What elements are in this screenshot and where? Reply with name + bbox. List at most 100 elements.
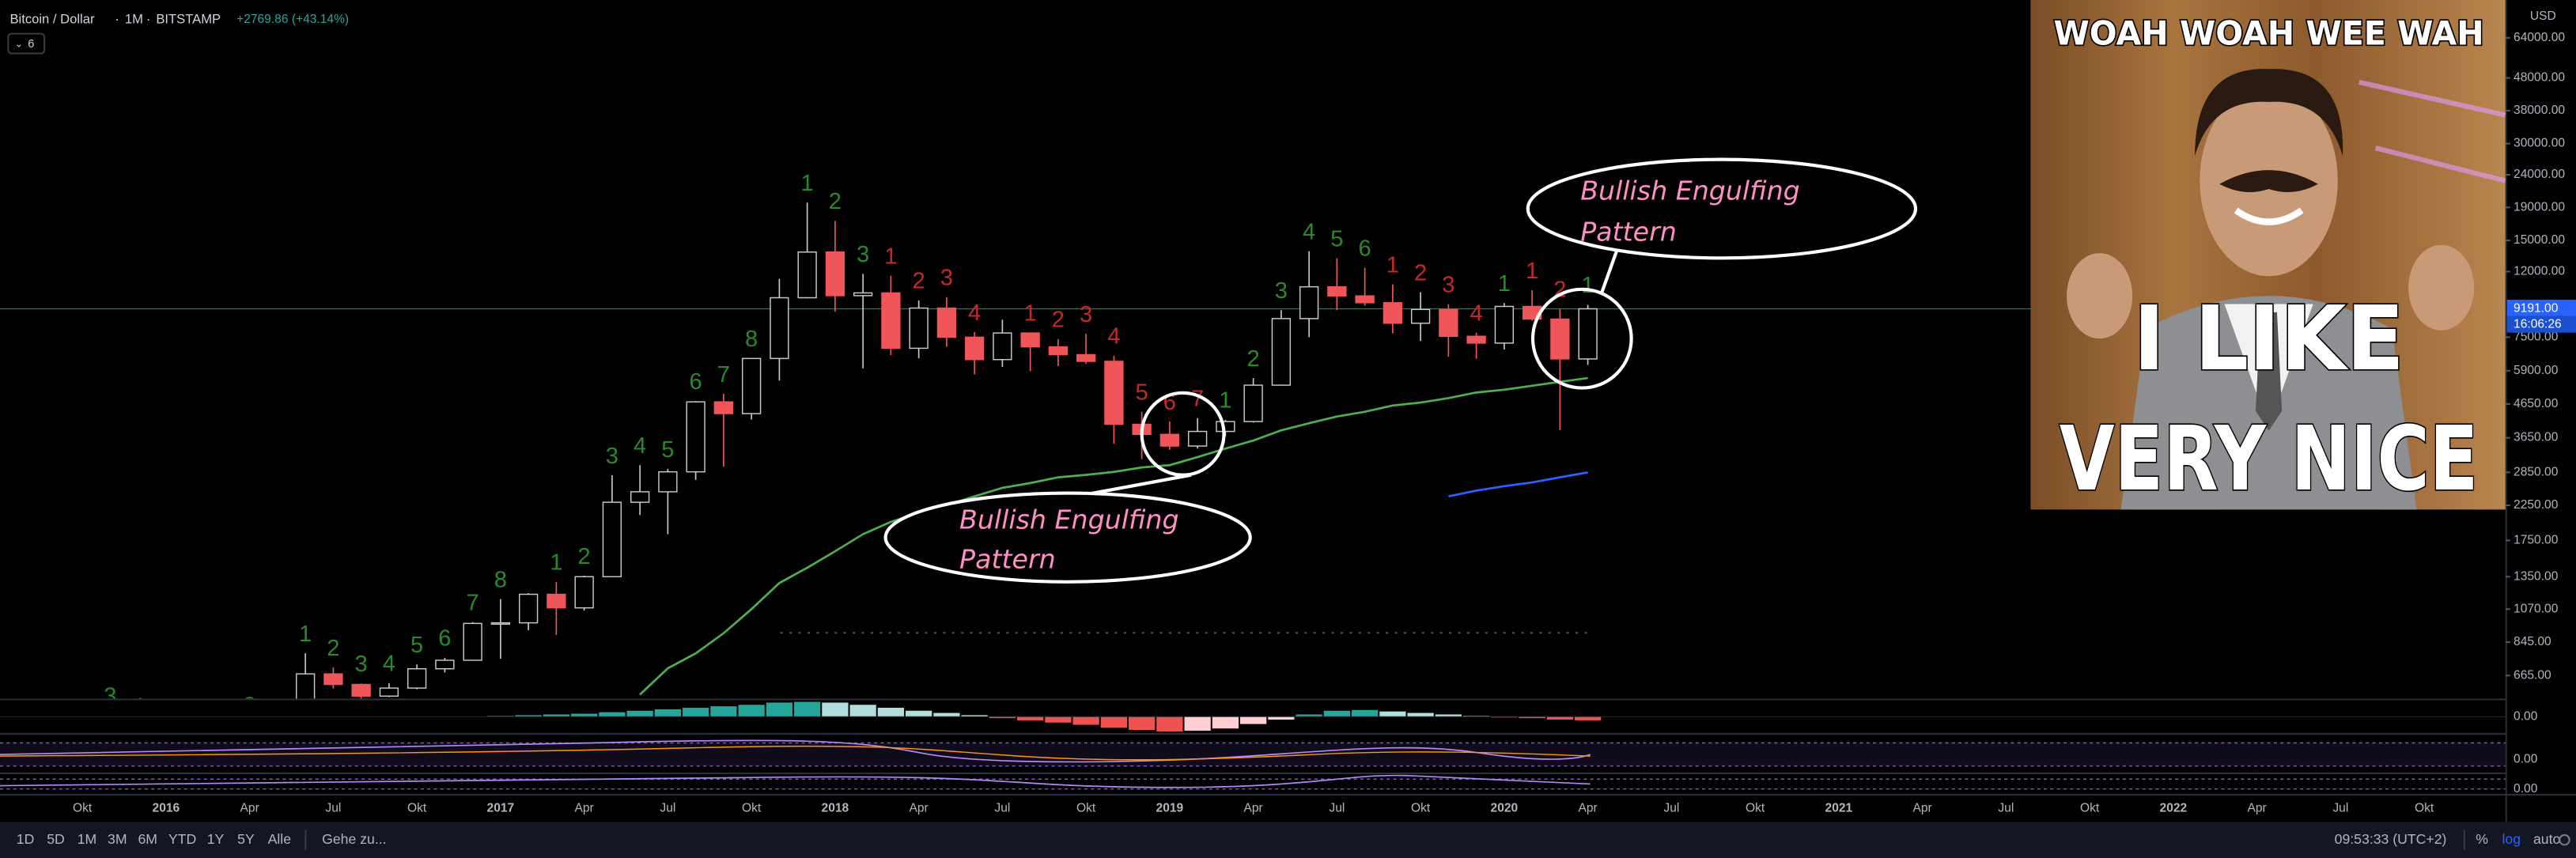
histogram-bar (1100, 716, 1127, 728)
moving-average (1448, 471, 1588, 498)
histogram-bar (710, 706, 737, 717)
candle-body (1187, 430, 1208, 447)
range-button[interactable]: 5Y (237, 831, 255, 847)
candle-body (1104, 361, 1124, 425)
candle-body (1243, 384, 1263, 422)
x-tick-label: 2016 (153, 802, 180, 815)
candle-body (1327, 285, 1347, 297)
td-count: 2 (1414, 260, 1427, 285)
td-count: 6 (1359, 236, 1371, 261)
candle-body (1020, 332, 1040, 348)
candle-body (1076, 353, 1096, 362)
x-tick-label: Okt (1411, 802, 1431, 815)
log-toggle[interactable]: log (2502, 831, 2521, 847)
td-count: 5 (1330, 226, 1343, 251)
histogram-bar (1129, 716, 1156, 731)
y-tick-label: 64000.00 (2514, 31, 2565, 44)
candle-body (630, 491, 650, 503)
td-count: 1 (1526, 259, 1538, 284)
y-tick-label: 1350.00 (2514, 569, 2559, 583)
annotation: Bullish Engulfing Pattern (1526, 157, 1918, 390)
range-button[interactable]: YTD (168, 831, 196, 847)
range-button[interactable]: 3M (108, 831, 127, 847)
td-count: 7 (467, 591, 479, 616)
candle-body (964, 336, 985, 361)
candle-body (379, 687, 399, 697)
td-count: 8 (244, 694, 256, 719)
x-tick-label: Apr (240, 802, 259, 815)
annotation-text: Pattern (959, 543, 1056, 574)
histogram-bar (626, 710, 653, 717)
td-count: 1 (299, 622, 312, 647)
smile (2234, 207, 2304, 225)
histogram-bar (1268, 716, 1295, 720)
speech-bubble (1526, 157, 1918, 260)
candle-body (574, 576, 594, 609)
y-tick-label: 24000.00 (2514, 168, 2565, 181)
td-count: 2 (829, 189, 842, 214)
annotation-text: Pattern (1580, 217, 1677, 248)
range-button[interactable]: 5D (47, 831, 65, 847)
x-tick-label: 2021 (1825, 802, 1853, 815)
histogram-pane (487, 701, 1602, 731)
x-tick-label: Okt (2080, 802, 2100, 815)
x-tick-label: Apr (910, 802, 929, 815)
indicator-count: 6 (28, 38, 34, 51)
x-tick-label: 2019 (1156, 802, 1184, 815)
candle-body (407, 668, 427, 689)
y-tick-label: 19000.00 (2514, 200, 2565, 214)
y-tick-label: 0.00 (2514, 709, 2538, 723)
range-button[interactable]: 1M (78, 831, 97, 847)
histogram-bar (543, 714, 570, 717)
histogram-bar (1491, 716, 1518, 718)
x-tick-label: Okt (407, 802, 427, 815)
indicator-toggle[interactable] (7, 32, 46, 55)
td-count: 5 (160, 695, 172, 720)
exchange: BITSTAMP (156, 11, 221, 26)
toolbar (0, 822, 2576, 858)
candle-body (1048, 346, 1069, 356)
histogram-bar (1575, 716, 1602, 720)
td-count: 3 (857, 242, 869, 267)
candle-body (797, 251, 817, 299)
td-count: 2 (1247, 346, 1260, 372)
candle-body (881, 292, 901, 350)
x-tick-label: Jul (1998, 802, 2014, 815)
candle-body (658, 471, 678, 493)
mustache (2219, 170, 2318, 193)
axes: 665.00845.001070.001350.001750.002250.00… (0, 31, 2576, 815)
histogram-bar (1296, 714, 1322, 717)
range-button[interactable]: Alle (268, 831, 292, 847)
histogram-bar (961, 715, 988, 717)
x-tick-label: Jul (2332, 802, 2348, 815)
x-tick-label: Jul (660, 802, 675, 815)
histogram-bar (571, 713, 598, 717)
td-count: 2 (327, 636, 339, 661)
td-count: 1 (884, 244, 897, 269)
osc-line (0, 745, 1591, 761)
separator: · (146, 11, 151, 26)
histogram-bar (1519, 716, 1545, 719)
candle-body (1578, 308, 1598, 360)
range-button[interactable]: 6M (138, 831, 157, 847)
td-count: 6 (690, 369, 702, 395)
percent-toggle[interactable]: % (2476, 831, 2488, 847)
candle-body (518, 593, 539, 624)
goto-date[interactable]: Gehe zu... (322, 831, 386, 847)
td-count: 4 (968, 300, 981, 326)
x-tick-label: Okt (1746, 802, 1765, 815)
osc-band-fill (0, 743, 2506, 766)
price-pane: 3456781234567812345678123123412345671234… (0, 171, 2506, 720)
histogram-bar (515, 715, 542, 717)
meme-caption: WOAH WOAH WEE WAH (2053, 14, 2483, 53)
histogram-bar (877, 708, 905, 717)
x-tick-label: Jul (1663, 802, 1679, 815)
td-count: 3 (355, 652, 368, 677)
td-count: 1 (1498, 271, 1511, 297)
td-count: 2 (913, 269, 925, 294)
range-button[interactable]: 1Y (207, 831, 225, 847)
settings-icon[interactable] (2559, 833, 2570, 846)
auto-toggle[interactable]: auto (2533, 831, 2561, 847)
range-button[interactable]: 1D (17, 831, 35, 847)
